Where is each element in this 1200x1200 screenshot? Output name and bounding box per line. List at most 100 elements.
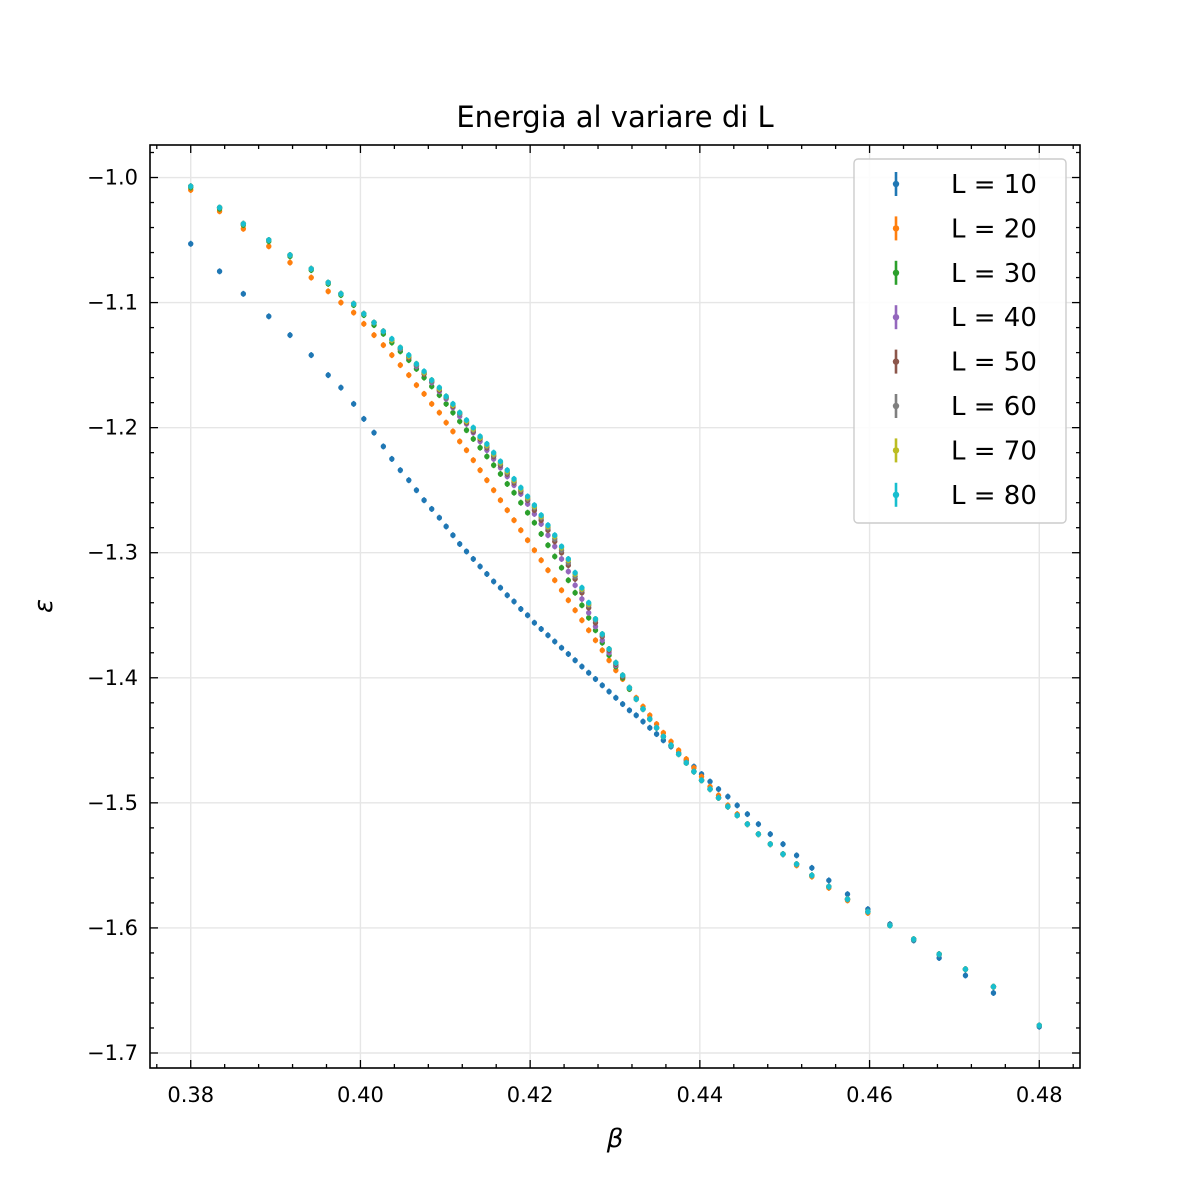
data-point bbox=[647, 712, 653, 719]
legend-label: L = 80 bbox=[951, 481, 1037, 511]
data-point bbox=[338, 299, 344, 306]
data-point bbox=[579, 617, 585, 623]
data-point bbox=[585, 615, 592, 621]
x-tick-label: 0.42 bbox=[507, 1083, 554, 1107]
data-point bbox=[613, 660, 619, 666]
data-point bbox=[640, 718, 646, 725]
data-point bbox=[406, 477, 412, 483]
legend-entry: L = 30 bbox=[892, 259, 1037, 289]
data-point bbox=[1036, 1022, 1042, 1029]
data-point bbox=[477, 444, 483, 451]
x-tick-label: 0.38 bbox=[167, 1083, 214, 1107]
data-point bbox=[626, 707, 633, 714]
data-point bbox=[470, 436, 476, 442]
data-point bbox=[538, 626, 544, 632]
chart-title: Energia al variare di L bbox=[456, 100, 773, 134]
data-points bbox=[188, 183, 1042, 1030]
data-point bbox=[504, 467, 510, 473]
data-point bbox=[531, 547, 538, 553]
data-point bbox=[380, 342, 387, 348]
legend-marker bbox=[892, 180, 900, 188]
data-point bbox=[990, 990, 997, 996]
data-point bbox=[619, 672, 626, 678]
data-point bbox=[691, 765, 697, 771]
data-point bbox=[585, 600, 592, 606]
data-point bbox=[216, 268, 223, 275]
data-point bbox=[361, 416, 367, 422]
data-point bbox=[188, 183, 194, 189]
data-point bbox=[421, 497, 427, 503]
axis-ticks: 0.38 0.40 0.42 0.44 0.46 0.48 −1.0 −1.1 −1.2 −1.3… bbox=[87, 145, 1080, 1107]
data-point bbox=[599, 682, 605, 688]
data-point bbox=[511, 489, 517, 496]
data-point bbox=[844, 891, 851, 897]
data-point bbox=[707, 778, 713, 785]
data-point bbox=[683, 756, 689, 762]
data-point bbox=[450, 532, 456, 538]
data-point bbox=[531, 620, 538, 626]
y-tick-label: −1.6 bbox=[87, 916, 138, 940]
data-point bbox=[910, 936, 917, 942]
y-tick-label: −1.3 bbox=[87, 541, 138, 565]
data-point bbox=[606, 688, 612, 695]
data-point bbox=[504, 507, 510, 513]
data-point bbox=[350, 401, 357, 407]
data-point bbox=[579, 596, 585, 602]
data-point bbox=[865, 908, 871, 915]
x-tick-label: 0.40 bbox=[337, 1083, 384, 1107]
y-tick-label: −1.4 bbox=[87, 666, 138, 690]
y-axis-title: ε bbox=[29, 599, 59, 613]
data-point bbox=[463, 427, 470, 433]
data-point bbox=[518, 527, 524, 533]
data-point bbox=[421, 374, 427, 381]
data-point bbox=[371, 332, 377, 338]
data-point bbox=[619, 701, 626, 707]
data-point bbox=[524, 501, 531, 507]
legend-entry: L = 50 bbox=[892, 348, 1037, 378]
data-point bbox=[421, 368, 427, 375]
data-point bbox=[565, 568, 572, 575]
data-point bbox=[470, 424, 476, 431]
y-tick-label: −1.1 bbox=[87, 291, 138, 315]
data-point bbox=[380, 328, 387, 335]
data-point bbox=[421, 391, 427, 397]
data-point bbox=[962, 972, 969, 979]
data-point bbox=[361, 321, 367, 327]
data-point bbox=[463, 447, 470, 453]
data-point bbox=[325, 279, 331, 286]
data-point bbox=[287, 259, 293, 266]
data-point bbox=[793, 861, 800, 867]
data-point bbox=[545, 567, 551, 573]
data-point bbox=[538, 512, 544, 518]
data-point bbox=[240, 226, 247, 232]
data-point bbox=[457, 438, 463, 445]
data-point bbox=[477, 433, 483, 440]
data-point bbox=[767, 831, 773, 837]
data-point bbox=[531, 520, 538, 526]
data-point bbox=[240, 291, 247, 297]
data-point bbox=[497, 585, 504, 591]
data-point bbox=[450, 401, 456, 407]
data-point bbox=[524, 493, 531, 500]
legend-label: L = 10 bbox=[951, 170, 1037, 200]
data-point bbox=[780, 851, 786, 857]
data-point bbox=[490, 487, 497, 493]
data-point bbox=[413, 382, 420, 388]
data-point bbox=[707, 786, 713, 792]
data-point bbox=[429, 377, 435, 383]
data-point bbox=[538, 557, 544, 563]
data-point bbox=[780, 841, 786, 847]
data-point bbox=[463, 417, 470, 423]
data-point bbox=[450, 428, 456, 435]
data-point bbox=[767, 841, 773, 847]
data-point bbox=[552, 543, 558, 550]
data-point bbox=[698, 773, 705, 780]
data-point bbox=[585, 670, 592, 676]
data-point bbox=[538, 531, 544, 537]
data-point bbox=[698, 777, 705, 784]
data-point bbox=[240, 221, 247, 227]
data-point bbox=[691, 768, 697, 775]
data-point bbox=[397, 344, 404, 351]
legend-box bbox=[853, 158, 1067, 524]
data-point bbox=[565, 597, 572, 603]
